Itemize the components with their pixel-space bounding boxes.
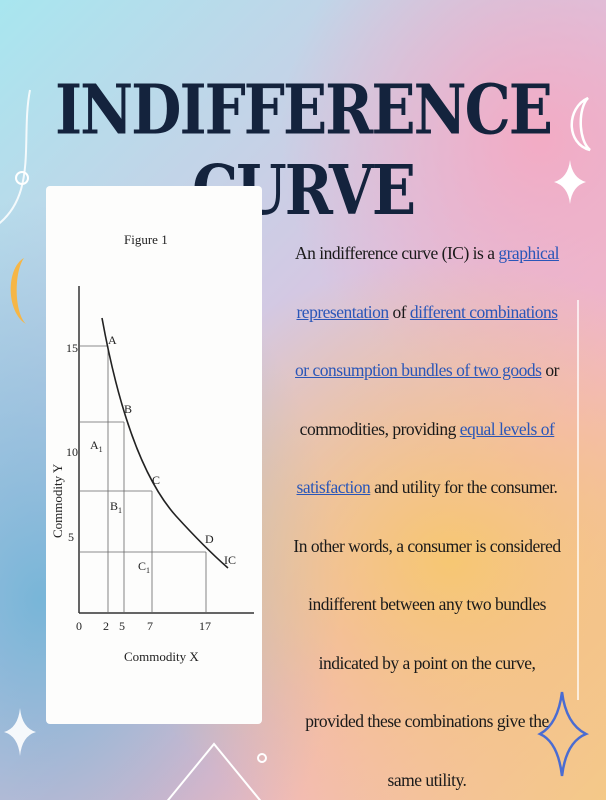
x-tick-0: 0 <box>76 619 82 633</box>
point-label-a: A <box>108 333 117 347</box>
x-axis-label: Commodity X <box>124 649 199 664</box>
indifference-curve <box>101 317 229 569</box>
swirl-line-icon <box>0 89 31 225</box>
moon-outline-icon <box>570 96 591 152</box>
text-segment: of <box>388 301 410 322</box>
y-tick-10: 10 <box>66 445 78 459</box>
link-different-combinations[interactable]: different combinations or consumption bu… <box>295 301 558 381</box>
indifference-curve-diagram: Figure 1 15 10 5 0 2 <box>50 232 254 664</box>
link-graphical-representation[interactable]: graphical representation <box>296 243 559 322</box>
point-label-d: D <box>205 532 214 546</box>
curve-label: IC <box>224 553 236 567</box>
point-label-c: C <box>152 473 160 487</box>
region-label-a1: A1 <box>90 438 103 454</box>
region-label-c1: C1 <box>138 559 150 575</box>
x-tick-17: 17 <box>199 619 211 633</box>
triangle-icon <box>166 742 262 800</box>
moon-icon <box>10 258 26 324</box>
sparkle-icon-small <box>4 708 36 756</box>
y-tick-5: 5 <box>68 530 74 544</box>
text-segment: or commodities, providing <box>299 360 560 439</box>
text-segment: and utility for the consumer. In other w… <box>293 477 561 790</box>
figure-card: Figure 1 15 10 5 0 2 <box>46 186 262 724</box>
sparkle-icon <box>554 160 586 204</box>
link-equal-levels-of-satisfaction[interactable]: equal levels of satisfaction <box>296 418 555 498</box>
x-tick-5: 5 <box>119 619 125 633</box>
sparkle-outline-icon <box>537 691 590 777</box>
x-tick-2: 2 <box>103 619 109 633</box>
definition-text: An indifference curve (IC) is a graphica… <box>292 224 562 800</box>
small-circle-icon <box>257 753 267 763</box>
point-label-b: B <box>124 402 132 416</box>
figure-caption: Figure 1 <box>124 232 168 247</box>
x-tick-7: 7 <box>147 619 153 633</box>
region-label-b1: B1 <box>110 499 122 515</box>
y-tick-15: 15 <box>66 341 78 355</box>
y-axis-label: Commodity Y <box>50 463 65 538</box>
guide-lines <box>79 345 207 613</box>
circle-icon <box>15 171 29 185</box>
text-segment: An indifference curve (IC) is a <box>295 243 499 263</box>
